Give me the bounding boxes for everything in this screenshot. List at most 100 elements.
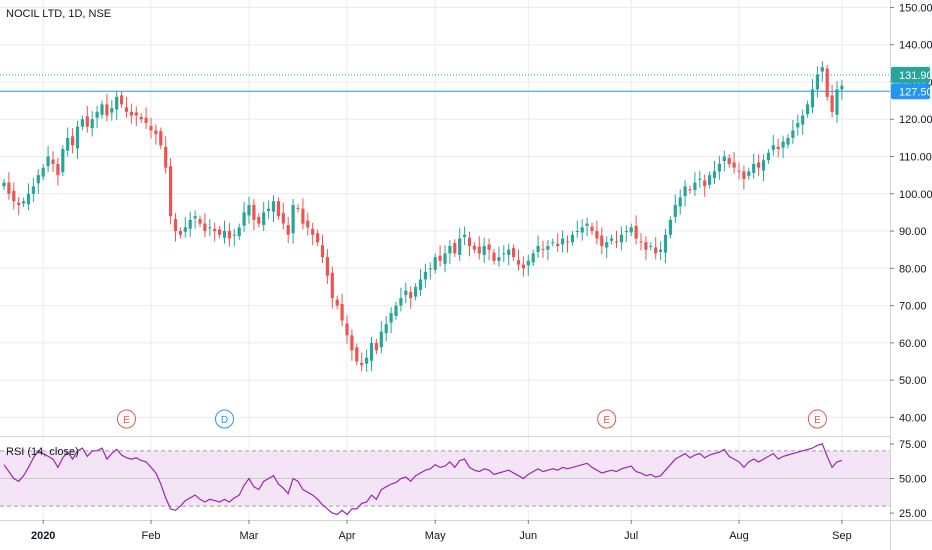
candle-body	[512, 248, 516, 258]
candle-body	[487, 244, 491, 250]
candle-body	[75, 126, 80, 149]
candle-body	[61, 149, 65, 173]
candle-body	[178, 231, 182, 235]
candle-body	[85, 116, 89, 127]
candle-body	[414, 286, 418, 297]
candle-body	[683, 186, 687, 197]
event-marker-e: E	[597, 409, 617, 429]
candle-body	[66, 137, 70, 151]
candle-body	[418, 279, 423, 290]
price-tick-label: 40.00	[899, 412, 927, 424]
candle-body	[776, 146, 780, 150]
candle-body	[610, 238, 614, 241]
candle-body	[791, 130, 795, 138]
candle-body	[320, 245, 325, 258]
rsi-tick-label: 75.00	[899, 439, 927, 451]
candle-body	[698, 178, 702, 180]
candle-body	[218, 229, 222, 235]
candle-body	[634, 225, 638, 239]
candle-body	[747, 171, 751, 176]
candle-body	[311, 228, 315, 235]
candle-body	[115, 96, 119, 110]
candle-body	[580, 227, 584, 233]
candle-body	[316, 233, 320, 243]
price-tick-label: 90.00	[899, 226, 927, 238]
time-tick-label: Aug	[729, 530, 749, 542]
candle-body	[624, 231, 628, 233]
candle-body	[497, 257, 501, 261]
price-tick-label: 70.00	[899, 301, 927, 313]
price-lines	[0, 74, 890, 92]
candle-body	[281, 213, 285, 224]
candle-body	[551, 242, 555, 244]
candle-body	[781, 141, 785, 148]
event-circle	[215, 409, 234, 429]
candle-body	[149, 125, 153, 131]
candle-body	[345, 323, 349, 336]
candle-body	[301, 208, 305, 224]
candle-body	[374, 342, 378, 351]
candle-body	[17, 202, 21, 205]
candle-body	[668, 219, 672, 235]
last-price-label: 131.90	[891, 66, 932, 83]
rsi-title: RSI (14, close)	[6, 446, 79, 458]
event-label: D	[221, 415, 228, 426]
price-tick-label: 150.00	[899, 2, 932, 14]
candle-body	[7, 182, 11, 194]
candle-body	[810, 89, 815, 108]
candle-body	[242, 212, 246, 226]
candle-body	[835, 89, 839, 115]
price-tick-label: 110.00	[899, 152, 932, 164]
candle-body	[448, 245, 452, 254]
candle-body	[296, 207, 300, 209]
candle-body	[820, 67, 824, 72]
candle-body	[556, 243, 560, 246]
candle-body	[742, 171, 746, 179]
candle-body	[247, 204, 251, 216]
candle-body	[26, 193, 31, 205]
candle-body	[840, 85, 844, 90]
candle-body	[379, 331, 383, 348]
candle-body	[389, 313, 393, 323]
candle-body	[688, 189, 692, 191]
candle-body	[110, 108, 114, 113]
candle-body	[124, 107, 129, 112]
price-label-text: 131.90	[899, 70, 932, 82]
candle-body	[565, 241, 570, 243]
candle-body	[404, 290, 408, 296]
candle-body	[752, 163, 756, 173]
candle-body	[561, 238, 565, 245]
candle-body	[262, 212, 266, 226]
candle-body	[830, 95, 834, 112]
time-tick-label: Jun	[519, 530, 537, 542]
candle-body	[659, 249, 663, 252]
event-marker-d: D	[215, 409, 234, 429]
candle-body	[712, 171, 717, 179]
price-tick-label: 60.00	[899, 338, 927, 350]
candle-body	[198, 219, 202, 224]
candle-body	[139, 117, 143, 120]
candle-body	[815, 74, 819, 90]
candle-body	[541, 248, 545, 250]
candle-body	[22, 201, 26, 204]
candle-body	[766, 152, 770, 161]
price-tick-label: 100.00	[899, 189, 932, 201]
candle-body	[340, 304, 344, 321]
candle-body	[614, 241, 619, 243]
candle-body	[222, 231, 227, 238]
price-label-bg	[891, 66, 930, 83]
candle-body	[644, 242, 648, 250]
candle-body	[129, 111, 133, 116]
event-circle	[807, 409, 827, 429]
candle-body	[737, 170, 741, 172]
candle-body	[727, 158, 731, 164]
candle-body	[619, 234, 623, 243]
candle-body	[570, 234, 574, 243]
candle-body	[193, 216, 197, 219]
event-label: E	[814, 415, 821, 426]
candle-body	[649, 245, 653, 247]
candle-body	[159, 131, 163, 146]
candle-body	[169, 166, 173, 217]
